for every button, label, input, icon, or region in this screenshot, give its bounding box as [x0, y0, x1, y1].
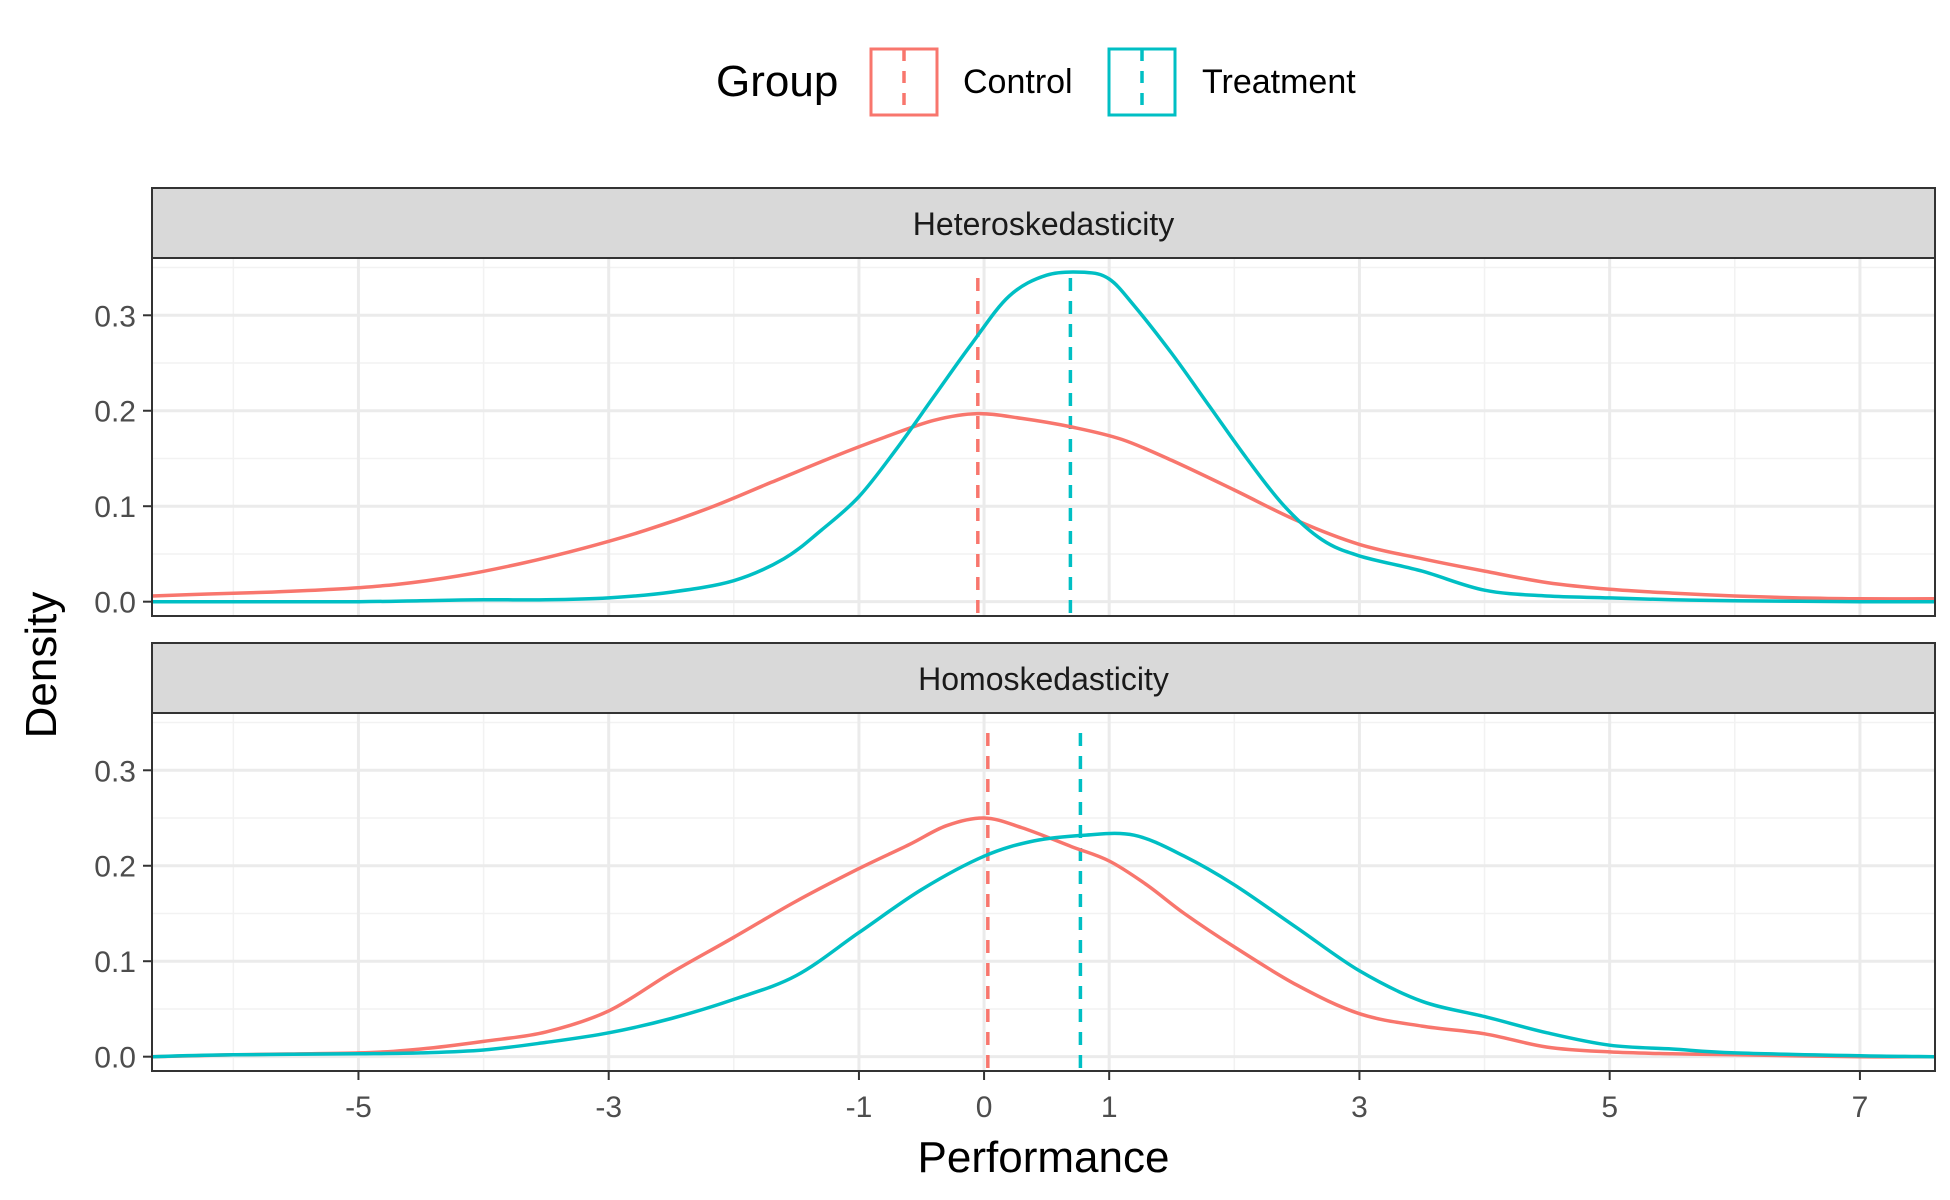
y-axis: 0.0 0.1 0.2 0.3	[94, 755, 152, 1075]
strip-label: Homoskedasticity	[918, 661, 1169, 697]
density-curves	[151, 816, 1936, 1059]
plot-area-background	[152, 258, 1935, 616]
plot-area-border	[151, 257, 1936, 617]
x-tick-label: 3	[1351, 1091, 1368, 1124]
x-tick-label: 7	[1852, 1091, 1869, 1124]
y-tick-label: 0.2	[94, 396, 136, 429]
legend-label-treatment: Treatment	[1202, 63, 1356, 101]
y-tick-label: 0.0	[94, 587, 136, 620]
y-axis-title: Density	[17, 592, 66, 739]
x-tick-label: 5	[1601, 1091, 1618, 1124]
legend-label-control: Control	[963, 63, 1073, 101]
legend-title: Group	[716, 57, 838, 106]
x-tick-label: -5	[345, 1091, 372, 1124]
plot-area-background	[152, 713, 1935, 1071]
y-tick-label: 0.2	[94, 851, 136, 884]
legend-item-control: Control	[869, 47, 1073, 117]
y-tick-label: 0.1	[94, 946, 136, 979]
x-tick-label: -3	[595, 1091, 622, 1124]
x-axis: -5 -3 -1 0 1 3 5 7	[345, 1071, 1868, 1124]
x-tick-label: 1	[1101, 1091, 1118, 1124]
y-axis: 0.0 0.1 0.2 0.3	[94, 300, 152, 620]
x-tick-label: 0	[976, 1091, 993, 1124]
density-curve-treatment	[151, 831, 1936, 1059]
y-tick-label: 0.0	[94, 1042, 136, 1075]
legend: Group Control Treatment	[716, 47, 1356, 117]
plot-area-border	[151, 712, 1936, 1072]
density-curve-control	[151, 816, 1936, 1059]
y-tick-label: 0.1	[94, 491, 136, 524]
y-tick-label: 0.3	[94, 755, 136, 788]
density-curves	[151, 270, 1936, 604]
grid	[152, 713, 1935, 1071]
x-axis-title: Performance	[918, 1133, 1170, 1182]
legend-item-treatment: Treatment	[1107, 47, 1356, 117]
density-curve-treatment	[152, 270, 1936, 604]
panel-heteroskedasticity: Heteroskedasticity 0.0 0.1 0.2 0.3	[94, 187, 1936, 620]
strip-label: Heteroskedasticity	[913, 206, 1174, 242]
strip-background	[151, 187, 1936, 259]
x-tick-label: -1	[846, 1091, 873, 1124]
y-tick-label: 0.3	[94, 300, 136, 333]
density-curve-control	[151, 411, 1936, 601]
panel-homoskedasticity: Homoskedasticity 0.0 0.1 0.2 0.3	[94, 642, 1936, 1075]
mean-lines	[986, 733, 1083, 1071]
